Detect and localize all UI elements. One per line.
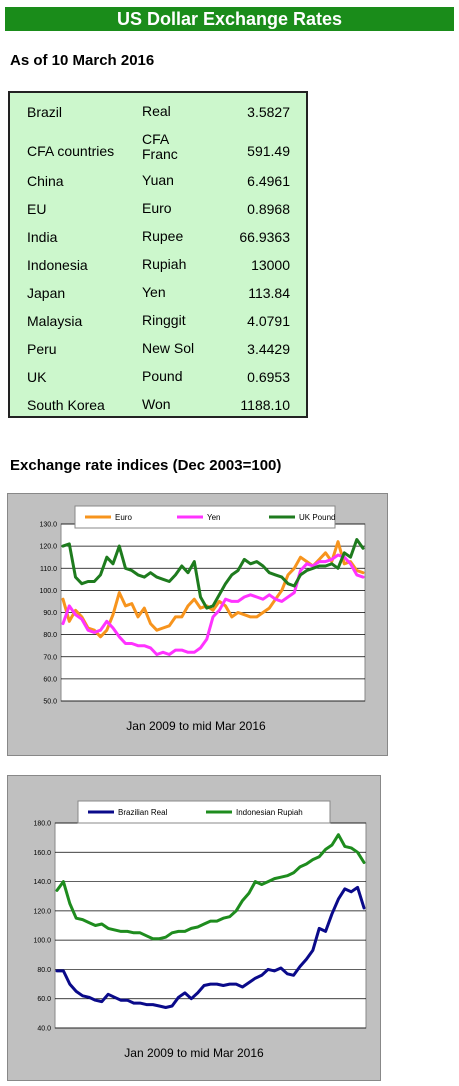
y-tick-label: 100.0: [39, 588, 57, 595]
currency-name: New Sol: [142, 340, 195, 356]
y-tick-label: 180.0: [33, 821, 51, 828]
y-tick-label: 40.0: [37, 1026, 51, 1033]
y-tick-label: 110.0: [40, 566, 57, 573]
legend-box: [74, 505, 336, 529]
country-name: India: [27, 229, 58, 245]
chart-currencies: 130.0 120.0 110.0 100.0 90.0 80.0 70.0 60.0 50.0…: [39, 505, 366, 733]
y-tick-label: 130.0: [39, 522, 57, 529]
y-tick-label: 80.0: [37, 967, 51, 974]
country-name: UK: [27, 369, 47, 385]
currency-name: Euro: [142, 200, 172, 216]
rate-value: 0.8968: [247, 201, 290, 217]
currency-name: Ringgit: [142, 312, 186, 328]
rate-value: 66.9363: [239, 229, 290, 245]
rate-value: 3.5827: [247, 104, 290, 120]
y-tick-label: 60.0: [43, 676, 57, 683]
currency-name: Won: [142, 396, 171, 412]
rate-value: 1188.10: [240, 397, 290, 413]
y-tick-label: 90.0: [43, 610, 57, 617]
y-tick-label: 60.0: [37, 996, 51, 1003]
series-line: [55, 885, 366, 1009]
series-line: [55, 833, 366, 941]
rate-value: 591.49: [247, 143, 290, 159]
y-tick-label: 120.0: [33, 908, 51, 915]
chart-emerging: 180.0 160.0 140.0 120.0 100.0 80.0 60.0 40.0 Bra…: [33, 800, 367, 1060]
currency-name: Pound: [142, 368, 183, 384]
rate-value: 6.4961: [247, 173, 290, 189]
currency-name: Rupee: [142, 228, 184, 244]
country-name: South Korea: [27, 397, 105, 413]
rate-value: 4.0791: [247, 313, 290, 329]
legend-box: [77, 800, 331, 824]
y-tick-label: 120.0: [39, 544, 57, 551]
country-name: Peru: [27, 341, 57, 357]
legend-label: Indonesian Rupiah: [236, 808, 303, 817]
y-tick-label: 80.0: [43, 632, 57, 639]
currency-name: Rupiah: [142, 256, 187, 272]
rate-value: 3.4429: [247, 341, 290, 357]
y-tick-label: 100.0: [33, 938, 51, 945]
page-title: US Dollar Exchange Rates: [5, 7, 454, 31]
y-tick-label: 160.0: [33, 850, 51, 857]
rate-value: 0.6953: [247, 369, 290, 385]
legend-label: Yen: [207, 513, 221, 522]
currency-name: Real: [142, 103, 171, 119]
as-of-date: As of 10 March 2016: [10, 52, 155, 69]
y-tick-label: 70.0: [43, 654, 57, 661]
series-line: [61, 553, 365, 656]
rates-table: Brazil Real 3.5827 CFA countries CFA Fra…: [8, 91, 308, 418]
currency-name: Yen: [142, 284, 166, 300]
country-name: Brazil: [27, 104, 63, 120]
currency-name: Yuan: [142, 172, 174, 188]
chart-panel-emerging: 180.0 160.0 140.0 120.0 100.0 80.0 60.0 40.0 Bra…: [7, 775, 381, 1081]
country-name: CFA countries: [27, 143, 115, 159]
x-axis-label: Jan 2009 to mid Mar 2016: [124, 1046, 264, 1060]
currency-name: CFA Franc: [142, 131, 178, 162]
country-name: Indonesia: [27, 257, 88, 273]
rate-value: 113.84: [248, 285, 290, 301]
series-line: [61, 538, 365, 610]
chart-panel-currencies: 130.0 120.0 110.0 100.0 90.0 80.0 70.0 60.0 50.0…: [7, 493, 388, 756]
rate-value: 13000: [251, 257, 290, 273]
country-name: China: [27, 173, 64, 189]
legend-label: UK Pound: [299, 513, 335, 522]
legend-label: Euro: [115, 513, 132, 522]
y-tick-label: 50.0: [43, 699, 57, 706]
country-name: Japan: [27, 285, 66, 301]
country-name: Malaysia: [27, 313, 83, 329]
x-axis-label: Jan 2009 to mid Mar 2016: [126, 719, 266, 733]
country-name: EU: [27, 201, 47, 217]
legend-label: Brazilian Real: [118, 808, 168, 817]
y-tick-label: 140.0: [33, 879, 51, 886]
indices-title: Exchange rate indices (Dec 2003=100): [10, 457, 282, 474]
